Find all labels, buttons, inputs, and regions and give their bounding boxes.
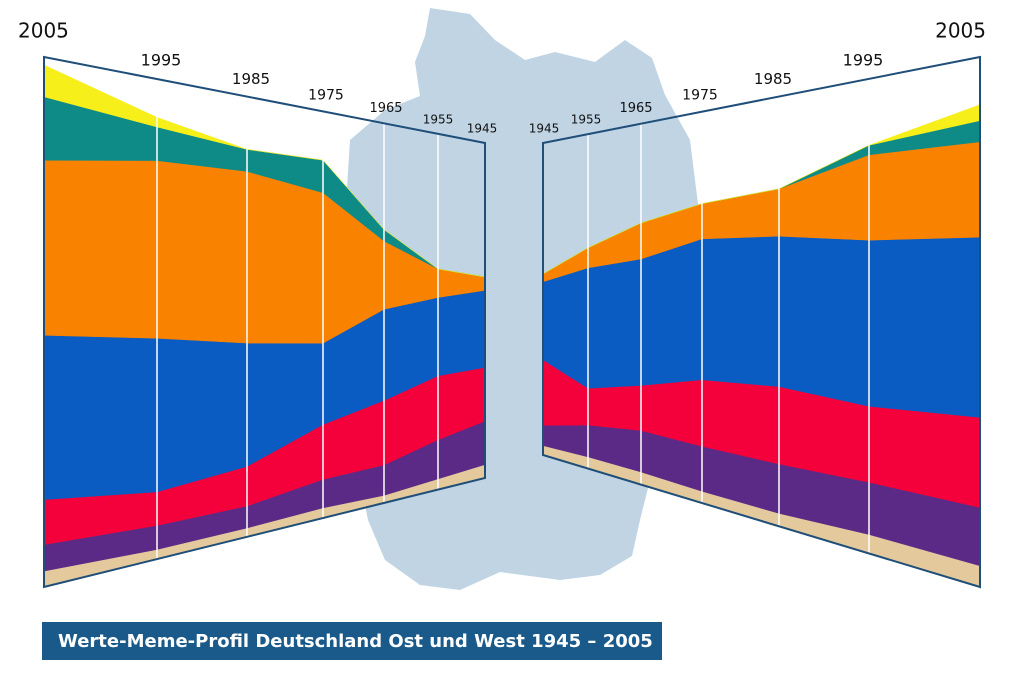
year-label: 1965 bbox=[369, 101, 402, 116]
year-label: 1955 bbox=[423, 112, 454, 126]
chart-title: Werte-Meme-Profil Deutschland Ost und We… bbox=[58, 631, 653, 652]
year-label: 1945 bbox=[529, 122, 560, 136]
year-label: 1995 bbox=[843, 50, 884, 69]
year-label: 1965 bbox=[619, 101, 652, 116]
panel-frame bbox=[542, 55, 981, 589]
year-label: 2005 bbox=[935, 19, 986, 43]
title-bar bbox=[42, 622, 662, 660]
year-label: 1945 bbox=[467, 122, 498, 136]
year-label: 1985 bbox=[754, 70, 792, 88]
panel-frame bbox=[43, 55, 486, 589]
year-label: 1995 bbox=[141, 51, 182, 70]
year-label: 1955 bbox=[571, 113, 602, 127]
year-label: 1975 bbox=[308, 87, 344, 103]
year-label: 2005 bbox=[18, 19, 69, 43]
year-label: 1985 bbox=[232, 70, 270, 88]
area-layer bbox=[43, 64, 486, 278]
year-label: 1975 bbox=[682, 88, 718, 104]
panels: 2005 1995 1985 1975 1965 1955 1945 1945 1955 1965… bbox=[18, 19, 986, 589]
